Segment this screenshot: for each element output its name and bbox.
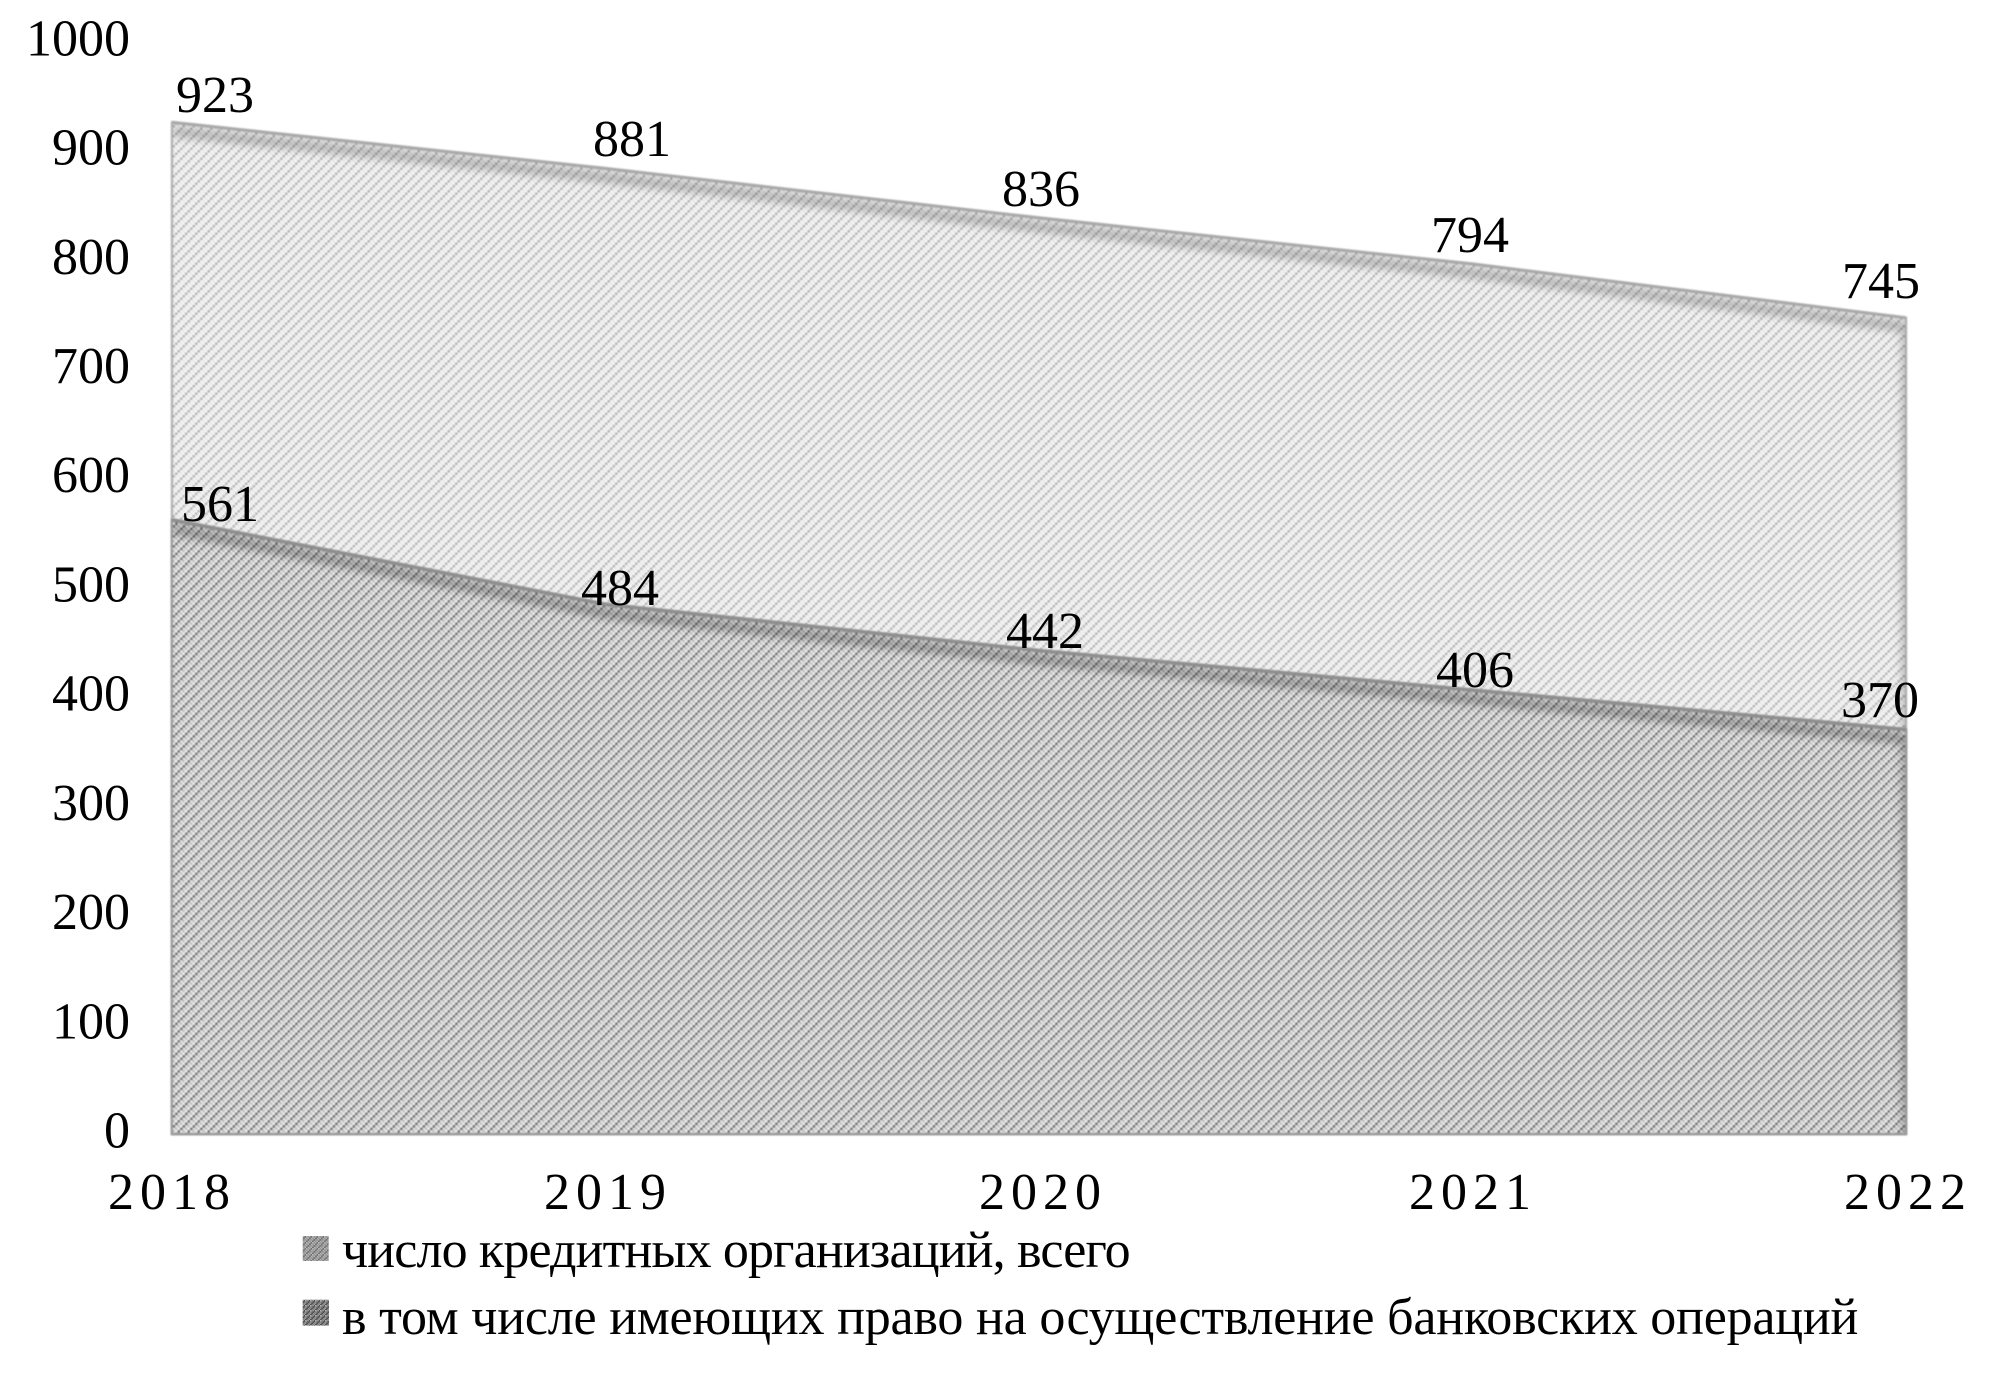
svg-text:100: 100 <box>52 993 130 1050</box>
svg-text:800: 800 <box>52 229 130 286</box>
svg-text:900: 900 <box>52 120 130 177</box>
svg-text:370: 370 <box>1841 672 1919 729</box>
svg-text:1000: 1000 <box>26 11 130 68</box>
svg-text:923: 923 <box>176 67 254 124</box>
svg-text:2020: 2020 <box>979 1164 1107 1221</box>
svg-text:2019: 2019 <box>544 1164 672 1221</box>
svg-text:484: 484 <box>581 560 659 617</box>
svg-text:881: 881 <box>593 111 671 168</box>
svg-text:2022: 2022 <box>1844 1164 1972 1221</box>
svg-text:0: 0 <box>104 1103 130 1160</box>
svg-text:406: 406 <box>1436 642 1514 699</box>
svg-text:745: 745 <box>1842 253 1920 310</box>
svg-text:836: 836 <box>1002 161 1080 218</box>
svg-text:700: 700 <box>52 338 130 395</box>
svg-text:442: 442 <box>1006 603 1084 660</box>
svg-text:500: 500 <box>52 557 130 614</box>
svg-text:794: 794 <box>1431 207 1509 264</box>
svg-text:200: 200 <box>52 884 130 941</box>
svg-text:2018: 2018 <box>108 1164 236 1221</box>
svg-text:600: 600 <box>52 447 130 504</box>
svg-text:число кредитных организаций, в: число кредитных организаций, всего <box>342 1222 1130 1279</box>
svg-text:400: 400 <box>52 666 130 723</box>
svg-text:561: 561 <box>181 476 259 533</box>
svg-text:в том числе имеющих право на о: в том числе имеющих право на осуществлен… <box>342 1289 1858 1346</box>
svg-text:2021: 2021 <box>1409 1164 1537 1221</box>
svg-text:300: 300 <box>52 775 130 832</box>
